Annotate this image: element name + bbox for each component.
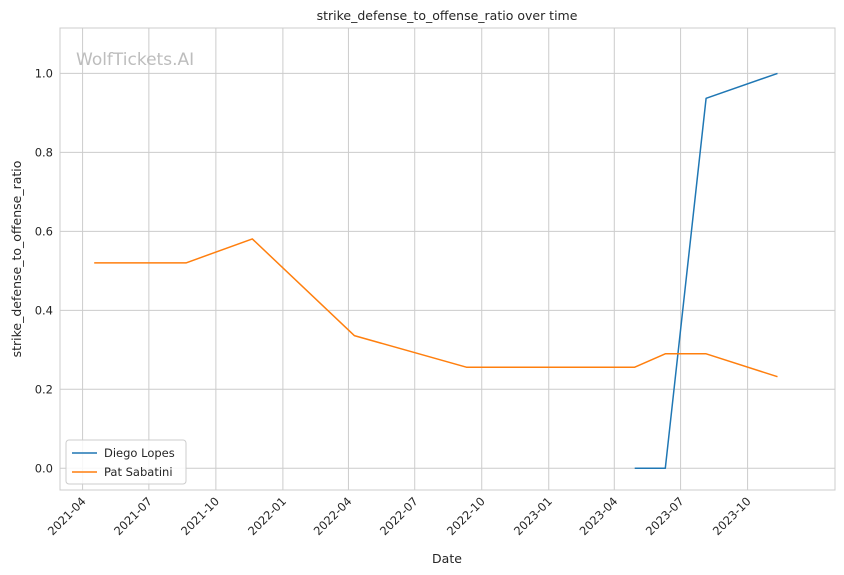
plot-frame: [59, 27, 836, 491]
y-tick-label: 0.4: [35, 303, 53, 317]
series-line-pat-sabatini: [94, 238, 778, 378]
data-point-pat-sabatini: [185, 261, 188, 264]
watermark: WolfTickets.AI: [76, 50, 194, 70]
data-point-diego-lopes: [705, 97, 708, 100]
y-tick-label: 0.6: [35, 224, 53, 238]
y-tick-label: 0.8: [35, 145, 53, 159]
grid: [60, 28, 835, 490]
y-axis-label: strike_defense_to_offense_ratio: [9, 161, 24, 358]
data-point-pat-sabatini: [776, 375, 779, 378]
data-point-diego-lopes: [633, 467, 636, 470]
y-tick-label: 0.2: [35, 382, 53, 396]
legend-box: [65, 439, 187, 485]
series-layer: [93, 72, 779, 470]
data-point-diego-lopes: [664, 467, 667, 470]
plot-area: [60, 28, 835, 490]
y-tick-labels: 0.0 0.2 0.4 0.6 0.8 1.0: [35, 66, 53, 475]
legend-label-pat-sabatini: Pat Sabatini: [104, 465, 173, 479]
chart-title: strike_defense_to_offense_ratio over tim…: [317, 8, 578, 23]
data-point-pat-sabatini: [353, 334, 356, 337]
data-point-pat-sabatini: [705, 352, 708, 355]
data-point-pat-sabatini: [664, 352, 667, 355]
data-point-pat-sabatini: [251, 237, 254, 240]
y-tick-label: 0.0: [35, 461, 53, 475]
data-point-diego-lopes: [776, 72, 779, 75]
legend-label-diego-lopes: Diego Lopes: [104, 446, 175, 460]
y-tick-label: 1.0: [35, 66, 53, 80]
data-point-pat-sabatini: [465, 366, 468, 369]
x-axis-label: Date: [432, 551, 462, 566]
legend: Diego Lopes Pat Sabatini: [65, 439, 187, 485]
data-point-pat-sabatini: [93, 261, 96, 264]
data-point-pat-sabatini: [633, 366, 636, 369]
series-line-diego-lopes: [634, 72, 778, 470]
